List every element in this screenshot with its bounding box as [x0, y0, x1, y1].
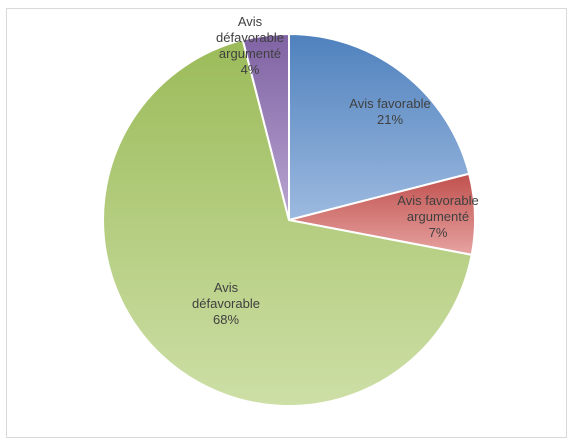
slice-label-1: Avis favorable argumenté 7% [397, 193, 478, 240]
slice-label-line: argumenté [407, 209, 469, 224]
slice-label-line: 68% [213, 312, 239, 327]
slice-label-line: 21% [377, 112, 403, 127]
pie-labels: Avis favorable 21%Avis favorable argumenté… [192, 14, 479, 327]
pie-slice-2 [102, 38, 473, 407]
slice-label-line: Avis favorable [349, 96, 430, 111]
slice-label-line: Avis [238, 14, 263, 29]
slice-label-2: Avis défavorable 68% [192, 280, 260, 327]
slice-label-line: défavorable [192, 296, 260, 311]
slice-label-line: défavorable [216, 30, 284, 45]
slice-label-line: argumenté [219, 46, 281, 61]
slice-label-3: Avis défavorable argumenté 4% [216, 14, 284, 77]
slice-label-line: Avis favorable [397, 193, 478, 208]
slice-label-0: Avis favorable 21% [349, 96, 430, 127]
pie-slice-3 [241, 32, 290, 221]
pie-slices [102, 32, 476, 407]
slice-label-line: 7% [429, 225, 448, 240]
pie-slice-0 [288, 32, 471, 222]
slice-label-line: 4% [241, 62, 260, 77]
slice-label-line: Avis [214, 280, 239, 295]
